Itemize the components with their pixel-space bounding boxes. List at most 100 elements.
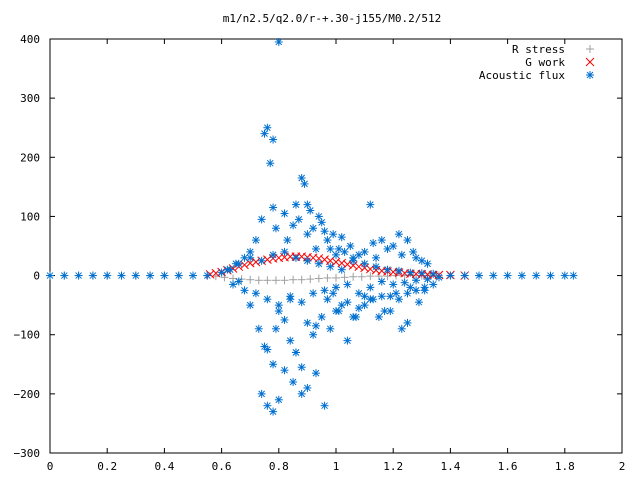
data-point [300, 179, 309, 188]
data-point [377, 236, 386, 245]
data-point [323, 295, 332, 304]
data-point [354, 304, 363, 313]
data-point [412, 253, 421, 262]
data-point [257, 215, 266, 224]
data-point [303, 200, 312, 209]
data-point [303, 230, 312, 239]
data-point [246, 301, 255, 310]
data-point [383, 265, 392, 274]
data-point [146, 271, 155, 280]
data-point [263, 276, 272, 285]
x-tick-label: 1.8 [555, 460, 575, 473]
series-0 [46, 271, 483, 285]
data-point [240, 286, 249, 295]
data-point [360, 301, 369, 310]
data-point [74, 271, 83, 280]
data-point [317, 312, 326, 321]
data-point [309, 224, 318, 233]
y-tick-label: 200 [20, 151, 40, 164]
data-point [406, 283, 415, 292]
legend-label: Acoustic flux [479, 69, 565, 82]
data-point [423, 259, 432, 268]
data-point [254, 276, 263, 285]
data-point [460, 271, 469, 280]
data-point [240, 260, 249, 270]
data-point [269, 135, 278, 144]
data-point [320, 286, 329, 295]
data-point [489, 271, 498, 280]
data-point [349, 272, 358, 281]
data-point [532, 271, 541, 280]
data-point [417, 256, 426, 265]
data-point [297, 363, 306, 372]
data-point [340, 247, 349, 256]
data-point [343, 336, 352, 345]
data-point [189, 271, 197, 280]
data-point [309, 330, 318, 339]
data-point [269, 250, 278, 259]
data-point [326, 244, 335, 253]
data-point [343, 298, 352, 307]
data-point [383, 244, 392, 253]
y-tick-label: 100 [20, 210, 40, 223]
data-point [271, 276, 280, 285]
data-point [389, 280, 398, 289]
data-point [406, 268, 415, 277]
data-point [263, 401, 272, 410]
data-point [323, 273, 332, 282]
legend-marker [585, 57, 595, 67]
data-point [343, 280, 352, 289]
axis-tick-labels: 0 0.2 0.4 0.6 0.8 1 1.2 1.4 1.6 1.8 2 400 300 200 100 0… [14, 33, 626, 473]
data-point [331, 257, 341, 267]
data-point [291, 348, 300, 357]
y-tick-label: −100 [14, 329, 41, 342]
legend-label: G work [525, 56, 565, 69]
data-point [412, 276, 421, 285]
y-tick-label: −200 [14, 388, 41, 401]
data-point [286, 292, 295, 301]
data-point [294, 215, 303, 224]
data-point [369, 239, 378, 248]
data-point [314, 274, 323, 283]
series-2 [46, 37, 578, 416]
data-point [357, 272, 366, 281]
data-point [340, 273, 349, 282]
data-point [389, 242, 398, 250]
x-tick-label: 0.8 [269, 460, 289, 473]
data-point [263, 345, 272, 354]
data-point [334, 244, 343, 253]
data-point [414, 298, 423, 307]
data-point [403, 236, 412, 245]
data-point [297, 389, 306, 398]
data-point [366, 272, 375, 281]
data-point [280, 315, 289, 324]
data-point [372, 262, 381, 271]
data-point [283, 236, 292, 245]
data-point [280, 276, 289, 285]
data-point [269, 203, 278, 212]
data-point [394, 295, 403, 304]
data-point [332, 250, 340, 259]
data-point [257, 256, 266, 265]
data-point [311, 244, 320, 253]
data-point [246, 275, 255, 284]
data-point [251, 236, 260, 245]
data-point [280, 209, 289, 218]
data-point [360, 247, 369, 256]
data-point [349, 256, 358, 265]
y-tick-label: 400 [20, 33, 40, 46]
data-point [266, 159, 275, 168]
data-point [203, 271, 212, 280]
data-point [217, 268, 226, 277]
data-point [354, 289, 363, 298]
data-point [366, 283, 375, 292]
data-point [377, 292, 386, 301]
data-point [160, 271, 169, 280]
data-point [263, 295, 272, 304]
data-point [360, 259, 369, 268]
data-point [352, 312, 361, 321]
data-point [337, 301, 346, 310]
data-point [251, 257, 261, 267]
x-tick-label: 1 [333, 460, 340, 473]
